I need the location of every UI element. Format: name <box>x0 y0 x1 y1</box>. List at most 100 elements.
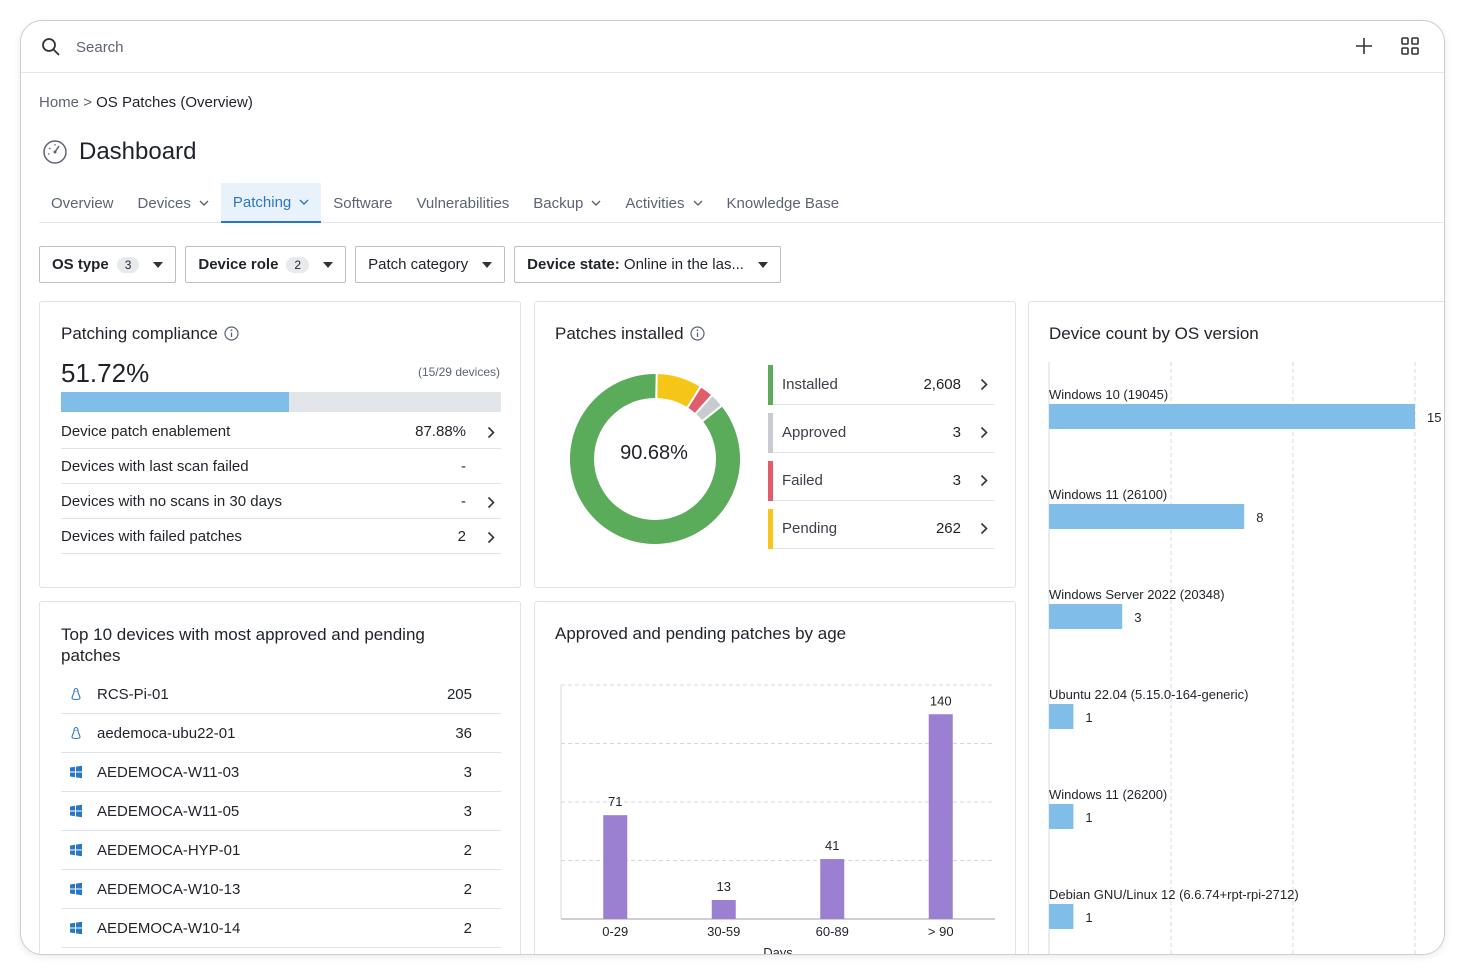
tab-knowledge-base[interactable]: Knowledge Base <box>715 183 852 223</box>
stat-row-no-scans[interactable]: Devices with no scans in 30 days - <box>61 484 501 519</box>
device-row[interactable]: AEDEMOCA-W11-05 3 <box>61 792 501 831</box>
device-patch-count: 3 <box>463 803 472 820</box>
device-name: AEDEMOCA-W11-03 <box>97 764 240 781</box>
windows-icon <box>70 843 82 857</box>
tab-patching[interactable]: Patching <box>220 183 322 223</box>
chevron-right-icon[interactable] <box>980 522 988 535</box>
compliance-progress-fill <box>61 392 289 412</box>
os-bar-value: 1 <box>1085 810 1092 825</box>
device-patch-count: 2 <box>463 842 472 859</box>
chevron-right-icon[interactable] <box>980 378 988 391</box>
legend-row-installed[interactable]: Installed 2,608 <box>768 365 994 405</box>
os-bar[interactable] <box>1049 604 1123 629</box>
device-patch-count: 3 <box>463 764 472 781</box>
device-patch-count: 2 <box>463 881 472 898</box>
age-bar[interactable] <box>928 714 953 919</box>
os-bar[interactable] <box>1049 804 1074 829</box>
linux-icon <box>71 687 81 701</box>
os-bar[interactable] <box>1049 904 1074 929</box>
filter-os-type[interactable]: OS type 3 <box>39 246 177 283</box>
device-row[interactable]: RCS-Pi-01 205 <box>61 675 501 714</box>
card-title-line: Top 10 devices with most approved and pe… <box>61 625 425 644</box>
legend-row-approved[interactable]: Approved 3 <box>768 413 994 453</box>
device-row[interactable]: AEDEMOCA-W11-03 3 <box>61 753 501 792</box>
tab-overview[interactable]: Overview <box>39 183 126 223</box>
device-patch-count: 36 <box>455 725 472 742</box>
chevron-down-icon <box>693 200 703 206</box>
filter-patch-category[interactable]: Patch category <box>355 246 506 283</box>
tab-backup[interactable]: Backup <box>521 183 613 223</box>
device-row[interactable]: AEDEMOCA-HYP-01 2 <box>61 831 501 870</box>
device-row[interactable]: AEDEMOCA-W10-13 2 <box>61 870 501 909</box>
age-bar-value: 41 <box>825 838 839 853</box>
chevron-right-icon[interactable] <box>487 531 495 544</box>
tab-activities[interactable]: Activities <box>613 183 714 223</box>
patches-by-age-card: Approved and pending patches by age 71 0-… <box>534 601 1016 954</box>
tab-vulnerabilities[interactable]: Vulnerabilities <box>404 183 521 223</box>
page-title: Dashboard <box>79 138 197 165</box>
os-bar[interactable] <box>1049 404 1415 429</box>
chevron-right-icon[interactable] <box>980 426 988 439</box>
chevron-right-icon[interactable] <box>487 426 495 439</box>
windows-icon <box>70 921 82 935</box>
device-count-card: Device count by OS version Windows 10 (1… <box>1028 301 1444 954</box>
legend-color-bar <box>768 509 773 549</box>
breadcrumb-home[interactable]: Home <box>39 94 80 111</box>
age-bar[interactable] <box>820 859 845 919</box>
filter-count-badge: 2 <box>286 256 310 273</box>
stat-label: Device patch enablement <box>61 423 231 440</box>
donut-center-percent: 90.68% <box>620 442 688 464</box>
device-row[interactable]: aedemoca-ubu22-01 36 <box>61 714 501 753</box>
chevron-right-icon[interactable] <box>980 474 988 487</box>
os-label: Ubuntu 22.04 (5.15.0-164-generic) <box>1049 687 1248 702</box>
stat-row-failed-patches[interactable]: Devices with failed patches 2 <box>61 519 501 554</box>
windows-icon <box>70 804 82 818</box>
device-patch-count: 205 <box>446 686 472 703</box>
donut-slice-installed[interactable] <box>568 372 742 546</box>
patches-donut-chart <box>568 371 742 546</box>
filter-label: OS type <box>52 256 109 273</box>
info-icon[interactable] <box>689 326 705 341</box>
filter-label: Device role <box>198 256 279 273</box>
age-bar[interactable] <box>711 899 736 919</box>
chevron-down-icon <box>199 200 209 206</box>
os-bar[interactable] <box>1049 704 1074 729</box>
stat-row-patch-enablement[interactable]: Device patch enablement 87.88% <box>61 414 501 449</box>
legend-label: Pending <box>782 520 838 537</box>
stat-value: - <box>461 458 466 475</box>
search-input[interactable] <box>76 35 676 59</box>
os-bar-value: 3 <box>1134 610 1141 625</box>
tab-software[interactable]: Software <box>321 183 404 223</box>
legend-row-pending[interactable]: Pending 262 <box>768 509 994 549</box>
x-tick-label: 60-89 <box>816 924 849 939</box>
legend-row-failed[interactable]: Failed 3 <box>768 461 994 501</box>
chevron-right-icon[interactable] <box>487 496 495 509</box>
tab-devices[interactable]: Devices <box>126 183 221 223</box>
legend-value: 3 <box>952 424 961 441</box>
legend-value: 2,608 <box>923 376 961 393</box>
tab-label: Backup <box>533 194 584 212</box>
tab-label: Patching <box>232 193 292 211</box>
os-bar[interactable] <box>1049 504 1245 529</box>
device-row[interactable]: AEDEMOCA-W10-14 2 <box>61 909 501 948</box>
legend-color-bar <box>768 413 773 453</box>
filter-device-role[interactable]: Device role 2 <box>185 246 347 283</box>
breadcrumb-separator: > <box>83 94 92 111</box>
info-icon[interactable] <box>224 326 239 341</box>
os-label: Windows 11 (26100) <box>1049 487 1167 502</box>
app-grid-icon[interactable] <box>1399 35 1421 57</box>
filter-count-badge: 3 <box>116 256 140 273</box>
age-bar[interactable] <box>603 815 628 919</box>
filter-label: Patch category <box>368 256 469 273</box>
os-bar-value: 15 <box>1427 410 1441 425</box>
os-label: Debian GNU/Linux 12 (6.6.74+rpt-rpi-2712… <box>1049 887 1299 902</box>
legend-value: 3 <box>952 472 961 489</box>
breadcrumb: Home > OS Patches (Overview) <box>39 94 253 111</box>
linux-icon <box>71 726 81 740</box>
windows-icon <box>70 882 82 896</box>
plus-icon[interactable] <box>1353 35 1375 57</box>
filter-device-state[interactable]: Device state: Online in the las... <box>514 246 781 283</box>
card-title: Patching compliance <box>61 324 239 344</box>
top-bar <box>21 21 1444 73</box>
dashboard-gauge-icon <box>43 140 67 164</box>
